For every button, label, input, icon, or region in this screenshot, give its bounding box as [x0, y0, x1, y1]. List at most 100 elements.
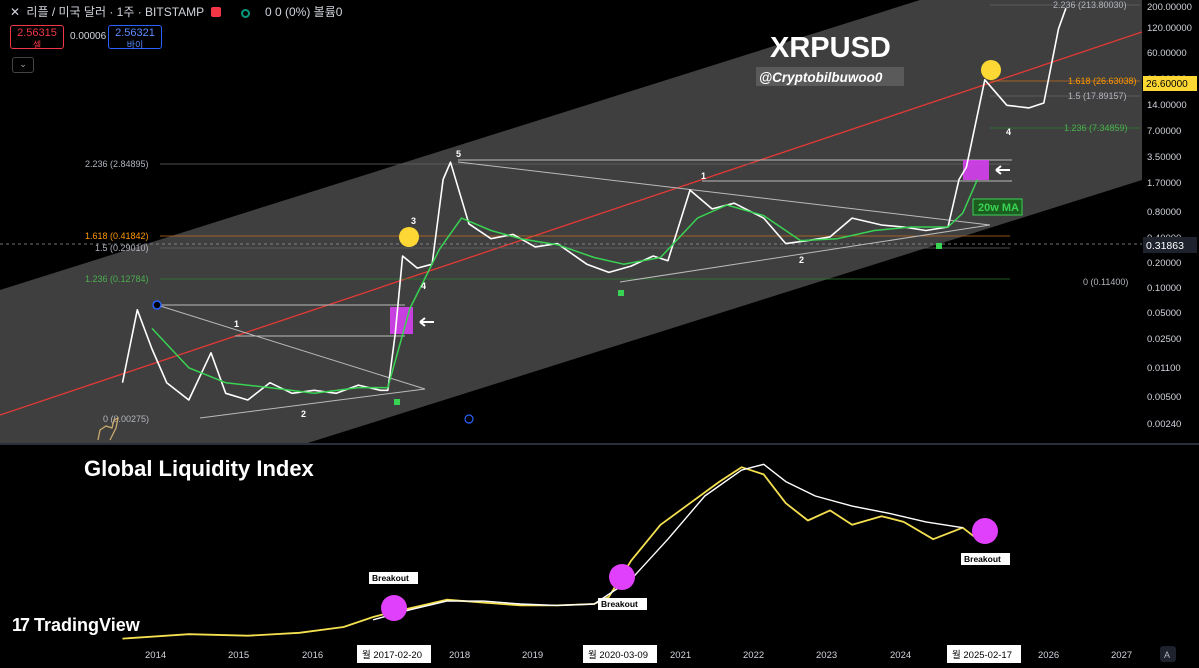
current-price-text: 0.31863	[1146, 240, 1184, 252]
svg-text:0 (0.11400): 0 (0.11400)	[1083, 277, 1128, 287]
svg-text:2027: 2027	[1111, 650, 1132, 661]
svg-text:120.00000: 120.00000	[1147, 23, 1192, 34]
symbol-title: 리플 / 미국 달러 · 1주 · BITSTAMP	[26, 5, 204, 19]
svg-text:1.236 (0.12784): 1.236 (0.12784)	[85, 274, 149, 284]
handle-text: @Cryptobilbuwoo0	[759, 70, 883, 85]
chart-title: XRPUSD	[770, 32, 891, 64]
current-price-tag	[1143, 237, 1197, 253]
pivot-marker	[152, 300, 162, 310]
svg-text:3.50000: 3.50000	[1147, 152, 1181, 163]
svg-text:0.05000: 0.05000	[1147, 308, 1181, 319]
close-icon[interactable]: ✕	[10, 5, 21, 19]
fib-price-tag	[1143, 76, 1197, 91]
handle-badge	[756, 67, 904, 86]
svg-text:200.00000: 200.00000	[1147, 2, 1192, 13]
svg-text:월 2017-02-20: 월 2017-02-20	[362, 649, 422, 661]
svg-text:1.236 (7.34859): 1.236 (7.34859)	[1064, 123, 1128, 133]
xrp-price-line	[121, 7, 1067, 401]
time-highlight: 월 2017-02-20	[357, 645, 431, 663]
wave-labels: 1 2 3 4 5 1 2 4	[234, 127, 1011, 419]
sell-label: 셀	[32, 40, 42, 50]
svg-text:2023: 2023	[816, 650, 837, 661]
svg-text:1.5 (17.89157): 1.5 (17.89157)	[1068, 91, 1127, 101]
svg-text:2022: 2022	[743, 650, 764, 661]
svg-text:0.00500: 0.00500	[1147, 392, 1181, 403]
svg-text:1.70000: 1.70000	[1147, 178, 1181, 189]
svg-text:2014: 2014	[145, 650, 166, 661]
breakout-circle-2025	[972, 518, 998, 544]
svg-text:0.80000: 0.80000	[1147, 207, 1181, 218]
ohlc-values: 0 0 (0%) 볼륨0	[264, 5, 343, 19]
breakout-circle-2017	[381, 595, 407, 621]
svg-text:2.236 (2.84895): 2.236 (2.84895)	[85, 159, 149, 169]
dinosaur-icon	[97, 416, 119, 441]
tradingview-mark-icon: 17	[12, 615, 30, 635]
svg-text:4: 4	[421, 281, 426, 291]
svg-text:0 (0.00275): 0 (0.00275)	[103, 414, 149, 424]
buy-button[interactable]: 2.56321 바이	[108, 25, 162, 50]
svg-text:2015: 2015	[228, 650, 249, 661]
buy-price: 2.56321	[115, 27, 155, 39]
svg-text:1.618 (26.63038): 1.618 (26.63038)	[1068, 76, 1137, 86]
svg-text:1: 1	[701, 171, 706, 181]
signal-marker	[618, 290, 624, 296]
svg-text:1.5 (0.29010): 1.5 (0.29010)	[95, 243, 149, 253]
tradingview-wordmark: TradingView	[34, 615, 140, 635]
breakout-label: Breakout	[961, 553, 1010, 565]
svg-text:1: 1	[234, 319, 239, 329]
svg-text:2: 2	[799, 255, 804, 265]
sell-button[interactable]: 2.56315 셀	[10, 25, 64, 50]
fib-lines	[160, 4, 1140, 280]
liquidity-title: Global Liquidity Index	[84, 456, 315, 481]
svg-text:Breakout: Breakout	[964, 554, 1001, 564]
svg-text:2026: 2026	[1038, 650, 1059, 661]
fib-price-tag-text: 26.60000	[1146, 79, 1188, 90]
signal-marker	[936, 243, 942, 249]
spread-value: 0.00006	[70, 31, 107, 42]
svg-text:2.236 (213.80030): 2.236 (213.80030)	[1053, 0, 1127, 10]
svg-text:3: 3	[411, 216, 416, 226]
svg-text:2019: 2019	[522, 650, 543, 661]
svg-text:60.00000: 60.00000	[1147, 48, 1187, 59]
fib-labels: 2.236 (2.84895) 1.618 (0.41842) 1.5 (0.2…	[85, 0, 1137, 424]
chevron-down-icon[interactable]: ⌄	[12, 57, 34, 73]
channel-midline	[0, 31, 1142, 416]
breakout-box-2025	[963, 160, 989, 180]
breakout-label: Breakout	[369, 572, 418, 584]
arrow-icon	[419, 165, 1010, 327]
auto-scale-label: A	[1164, 650, 1170, 660]
market-closed-icon	[211, 7, 222, 17]
breakout-label: Breakout	[598, 598, 647, 610]
svg-text:월 2020-03-09: 월 2020-03-09	[588, 649, 648, 661]
svg-text:2016: 2016	[302, 650, 323, 661]
svg-text:1.618 (0.41842): 1.618 (0.41842)	[85, 231, 149, 241]
auto-scale-button[interactable]	[1160, 646, 1176, 662]
svg-text:0.01100: 0.01100	[1147, 363, 1181, 374]
svg-text:5: 5	[456, 149, 461, 159]
svg-text:0.00240: 0.00240	[1147, 419, 1181, 430]
svg-text:2: 2	[301, 409, 306, 419]
time-highlight: 월 2025-02-17	[947, 645, 1021, 663]
liquidity-ma-line	[372, 463, 963, 621]
target-marker-2017	[399, 227, 419, 247]
svg-text:0.10000: 0.10000	[1147, 283, 1181, 294]
svg-text:14.00000: 14.00000	[1147, 100, 1187, 111]
svg-text:4: 4	[1006, 127, 1011, 137]
ma-label: 20w MA	[972, 198, 1023, 216]
target-marker-2025	[981, 60, 1001, 80]
signal-marker	[394, 399, 400, 405]
status-icon	[240, 9, 250, 18]
triangle-lines	[156, 159, 1012, 419]
time-highlight: 월 2020-03-09	[583, 645, 657, 663]
sell-price: 2.56315	[17, 27, 57, 39]
liquidity-index-line	[122, 466, 975, 640]
svg-text:Breakout: Breakout	[601, 599, 638, 609]
svg-text:0.20000: 0.20000	[1147, 258, 1181, 269]
symbol-header[interactable]: ✕ 리플 / 미국 달러 · 1주 · BITSTAMP 0 0 (0%) 볼륨…	[10, 3, 342, 20]
regression-channel	[0, 0, 1142, 443]
svg-text:2021: 2021	[670, 650, 691, 661]
price-scale-bg	[1142, 0, 1199, 642]
tradingview-logo: 17 TradingView	[12, 615, 140, 636]
buy-label: 바이	[126, 40, 144, 50]
